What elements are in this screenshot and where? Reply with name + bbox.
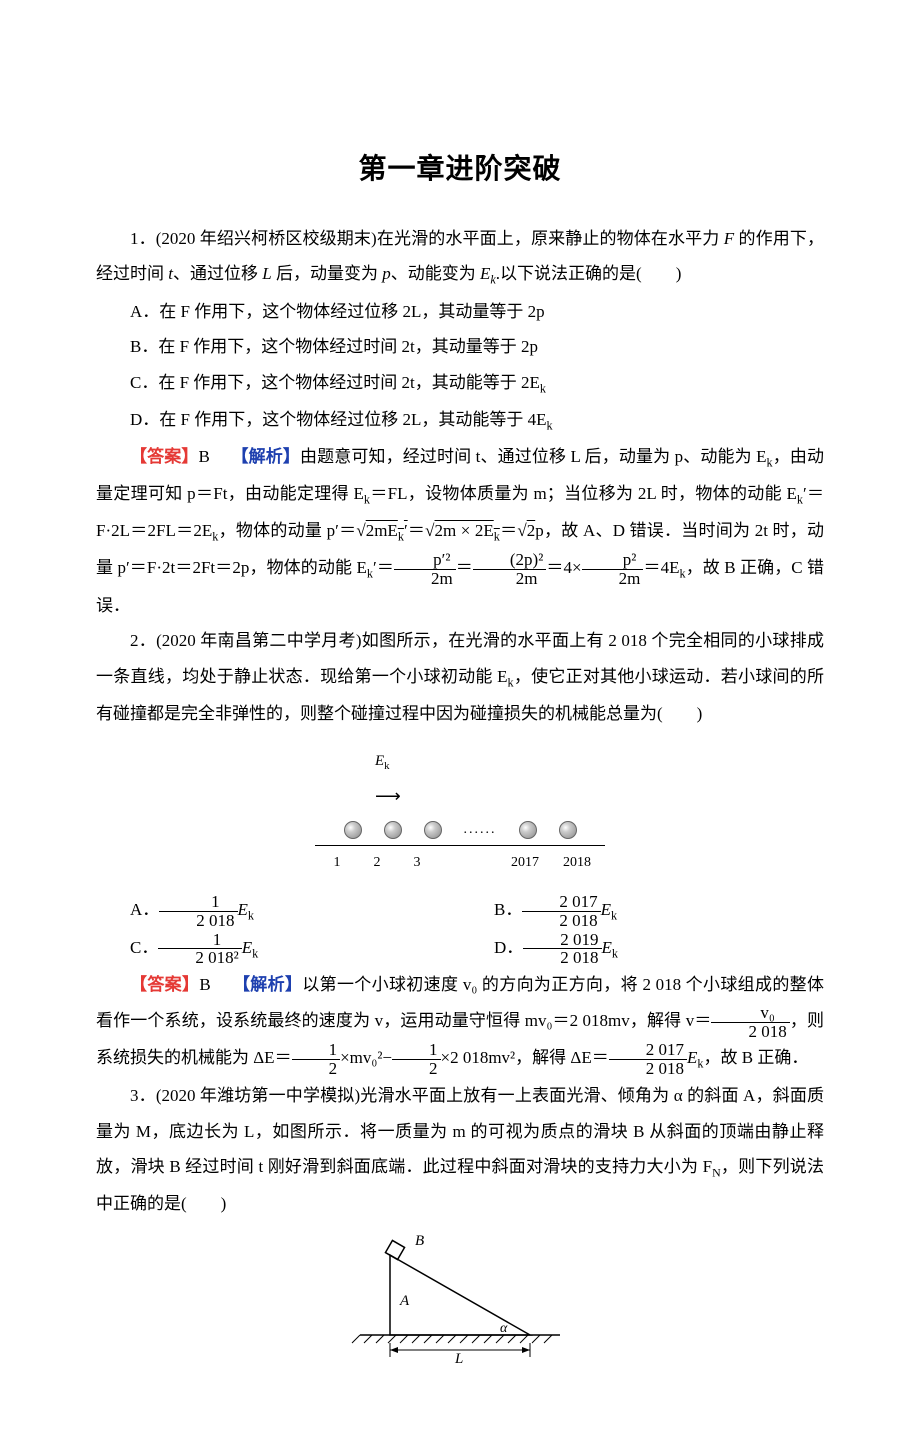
- label-alpha: α: [500, 1321, 508, 1336]
- frac-half-1: 12: [292, 1041, 341, 1078]
- ground-line: [315, 845, 605, 846]
- q1-text-a: 1．(2020 年绍兴柯桥区校级期末)在光滑的水平面上，原来静止的物体在水平力: [130, 229, 724, 248]
- q3-text-a: 3．(2020 年潍坊第一中学模拟)光滑水平面上放有一上表面光滑、倾角为 α 的…: [96, 1086, 824, 1176]
- ball-icon: [424, 821, 442, 839]
- q1-an-10: ＝: [456, 558, 473, 577]
- q1-answer: B: [199, 447, 228, 466]
- q2-stem: 2．(2020 年南昌第二中学月考)如图所示，在光滑的水平面上有 2 018 个…: [96, 623, 824, 731]
- q2-an-6: ，故 B 正确．: [704, 1048, 809, 1067]
- analysis-label: 【解析】: [233, 975, 302, 994]
- q2-option-a: A．12 018Ek: [96, 892, 460, 929]
- q1-option-c: C．在 F 作用下，这个物体经过时间 2t，其动能等于 2Ek: [96, 365, 824, 402]
- q1-an-6: ＝: [408, 521, 426, 540]
- q2-an-4: ×2 018mv²，解得 ΔE＝: [441, 1048, 609, 1067]
- label-a: A: [399, 1293, 410, 1309]
- q2-options-row2: C．12 018²Ek D．2 0192 018Ek: [96, 930, 824, 967]
- frac-3: p²2m: [582, 551, 644, 588]
- ball-number-labels: 1 2 3 2017 2018: [315, 848, 605, 877]
- sqrt-2: √2m × 2Ek: [425, 521, 500, 540]
- frac-2: (2p)²2m: [473, 551, 546, 588]
- q1-text-e: 、动能变为: [391, 264, 480, 283]
- ball-icon: [519, 821, 537, 839]
- frac-half-2: 12: [392, 1041, 441, 1078]
- q1-stem: 1．(2020 年绍兴柯桥区校级期末)在光滑的水平面上，原来静止的物体在水平力 …: [96, 221, 824, 294]
- q1-an-9: ′＝: [373, 558, 394, 577]
- q1-an-7: ＝: [500, 521, 518, 540]
- q2-an-5: E: [687, 1048, 697, 1067]
- ball-icon: [344, 821, 362, 839]
- q1-var-ek: Ek: [480, 264, 496, 283]
- q1-an-5: ，物体的动量 p′＝: [218, 521, 356, 540]
- q2-options-row1: A．12 018Ek B．2 0172 018Ek: [96, 892, 824, 929]
- q1-option-b: B．在 F 作用下，这个物体经过时间 2t，其动量等于 2p: [96, 329, 824, 365]
- incline-diagram-icon: B A α L: [330, 1235, 590, 1365]
- ellipsis-icon: ......: [464, 815, 497, 844]
- q1-text-d: 后，动量变为: [272, 264, 383, 283]
- q1-answer-analysis: 【答案】B 【解析】由题意可知，经过时间 t、通过位移 L 后，动量为 p、动能…: [96, 439, 824, 623]
- q1-var-p: p: [382, 264, 391, 283]
- sqrt-1: √2mEk′: [356, 521, 407, 540]
- q1-an-12: ＝4E: [643, 558, 679, 577]
- ek-arrow-label: Ek⟶: [375, 746, 605, 815]
- frac-ans: 2 0172 018: [609, 1041, 687, 1078]
- q2-figure: Ek⟶ ...... 1 2 3 2017 2018: [96, 746, 824, 879]
- q1-var-l: L: [262, 264, 271, 283]
- q1-var-f: F: [724, 229, 734, 248]
- q3-stem: 3．(2020 年潍坊第一中学模拟)光滑水平面上放有一上表面光滑、倾角为 α 的…: [96, 1078, 824, 1221]
- label-b: B: [415, 1235, 424, 1249]
- q2-answer: B: [199, 975, 228, 994]
- q2-option-b: B．2 0172 018Ek: [460, 892, 824, 929]
- q1-text-f: .以下说法正确的是( ): [496, 264, 682, 283]
- q2-option-d: D．2 0192 018Ek: [460, 930, 824, 967]
- q1-an-1: 由题意可知，经过时间 t、通过位移 L 后，动量为 p、动能为 E: [300, 447, 767, 466]
- label-l: L: [454, 1351, 463, 1365]
- answer-label: 【答案】: [130, 975, 199, 994]
- q1-an-11: ＝4×: [546, 558, 581, 577]
- ball-icon: [384, 821, 402, 839]
- q3-figure: B A α L: [96, 1235, 824, 1378]
- q2-answer-analysis: 【答案】B 【解析】以第一个小球初速度 v₀ 的方向为正方向，将 2 018 个…: [96, 967, 824, 1078]
- frac-1: p′²2m: [394, 551, 456, 588]
- ball-icon: [559, 821, 577, 839]
- q1-option-d: D．在 F 作用下，这个物体经过位移 2L，其动能等于 4Ek: [96, 402, 824, 439]
- answer-label: 【答案】: [130, 447, 199, 466]
- chapter-title: 第一章进阶突破: [96, 140, 824, 199]
- q2-an-3: ×mv₀²−: [340, 1048, 392, 1067]
- q1-text-c: 、通过位移: [173, 264, 262, 283]
- frac-v: v₀2 018: [711, 1004, 789, 1041]
- q2-option-c: C．12 018²Ek: [96, 930, 460, 967]
- q1-an-3: ＝FL，设物体质量为 m；当位移为 2L 时，物体的动能 E: [370, 484, 797, 503]
- sqrt-3: √2: [517, 521, 535, 540]
- analysis-label: 【解析】: [232, 447, 301, 466]
- q1-option-a: A．在 F 作用下，这个物体经过位移 2L，其动量等于 2p: [96, 294, 824, 330]
